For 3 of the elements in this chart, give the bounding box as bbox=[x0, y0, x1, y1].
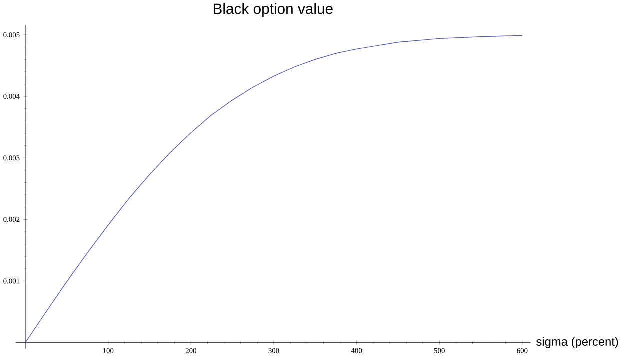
chart-title: Black option value bbox=[214, 3, 333, 18]
line-series bbox=[25, 35, 523, 344]
x-axis-title: sigma (percent) bbox=[536, 337, 618, 349]
